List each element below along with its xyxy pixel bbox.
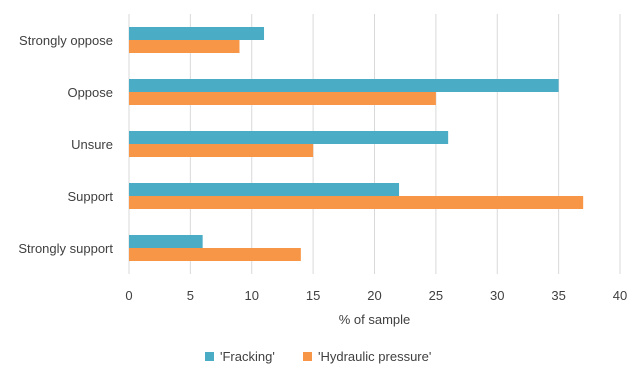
legend-label: 'Fracking' (220, 349, 275, 364)
legend: 'Fracking' 'Hydraulic pressure' (205, 349, 431, 364)
bar-hydraulic-pressure (129, 40, 240, 53)
x-tick-label: 40 (613, 288, 627, 303)
bar-fracking (129, 183, 400, 196)
bar-fracking (129, 27, 265, 40)
x-tick-label: 15 (306, 288, 320, 303)
category-label: Unsure (71, 137, 113, 152)
bar-fracking (129, 131, 449, 144)
category-label: Oppose (67, 85, 113, 100)
category-labels: Strongly oppose Oppose Unsure Support Strong… (18, 33, 113, 256)
legend-label: 'Hydraulic pressure' (318, 349, 431, 364)
category-label: Strongly support (18, 241, 113, 256)
bar-hydraulic-pressure (129, 248, 301, 261)
x-tick-labels: 0 5 10 15 20 25 30 35 40 (125, 288, 627, 303)
bars (129, 27, 584, 261)
x-tick-label: 25 (429, 288, 443, 303)
bar-hydraulic-pressure (129, 144, 314, 157)
x-tick-label: 30 (490, 288, 504, 303)
x-tick-label: 35 (551, 288, 565, 303)
x-axis-title: % of sample (339, 312, 411, 327)
category-label: Strongly oppose (19, 33, 113, 48)
bar-fracking (129, 79, 559, 92)
category-label: Support (67, 189, 113, 204)
x-tick-label: 20 (367, 288, 381, 303)
bar-hydraulic-pressure (129, 92, 436, 105)
x-tick-label: 10 (245, 288, 259, 303)
legend-swatch (205, 352, 214, 361)
x-tick-label: 5 (187, 288, 194, 303)
x-tick-label: 0 (125, 288, 132, 303)
bar-fracking (129, 235, 203, 248)
legend-swatch (303, 352, 312, 361)
bar-hydraulic-pressure (129, 196, 584, 209)
